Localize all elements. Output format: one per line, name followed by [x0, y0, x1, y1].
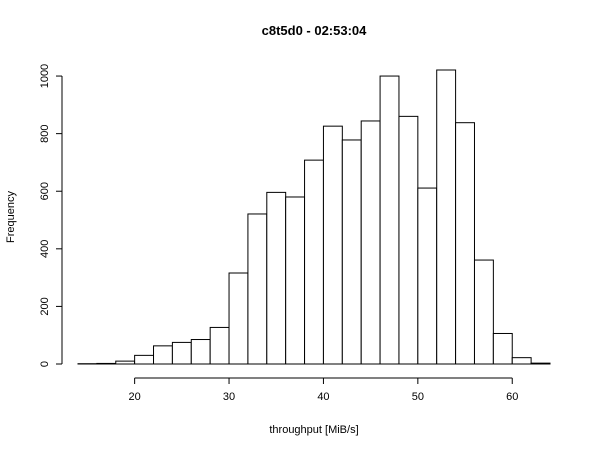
bar	[153, 345, 173, 365]
y-tick-label: 1000	[39, 64, 51, 88]
bar	[190, 339, 211, 365]
x-tick-label: 50	[412, 391, 424, 403]
y-tick-label: 600	[39, 182, 51, 200]
y-tick-label: 200	[39, 297, 51, 315]
bar	[360, 120, 381, 365]
bar	[266, 191, 287, 365]
bar	[247, 213, 268, 365]
y-axis-label: Frequency	[5, 191, 17, 243]
bar	[455, 122, 475, 365]
bar	[417, 187, 438, 365]
bar	[398, 115, 419, 365]
x-tick-label: 20	[129, 391, 141, 403]
x-axis-label: throughput [MiB/s]	[269, 424, 358, 436]
bar	[473, 259, 494, 365]
bar	[228, 272, 249, 365]
x-tick-label: 60	[506, 391, 518, 403]
y-tick-label: 0	[39, 361, 51, 367]
bar	[436, 69, 457, 365]
y-tick-label: 400	[39, 240, 51, 258]
bar	[322, 125, 343, 365]
chart-title: c8t5d0 - 02:53:04	[262, 23, 368, 38]
bar	[96, 362, 117, 365]
bar	[171, 341, 192, 365]
bar	[379, 75, 400, 365]
bar	[304, 159, 324, 365]
bar	[341, 139, 362, 365]
bar	[134, 354, 155, 365]
bar	[115, 360, 136, 365]
x-tick-label: 30	[223, 391, 235, 403]
bar	[530, 362, 551, 365]
bar	[511, 357, 532, 365]
bar	[209, 326, 230, 365]
bar	[492, 332, 513, 365]
x-tick-label: 40	[317, 391, 329, 403]
bar	[285, 196, 306, 365]
y-tick-label: 800	[39, 124, 51, 142]
